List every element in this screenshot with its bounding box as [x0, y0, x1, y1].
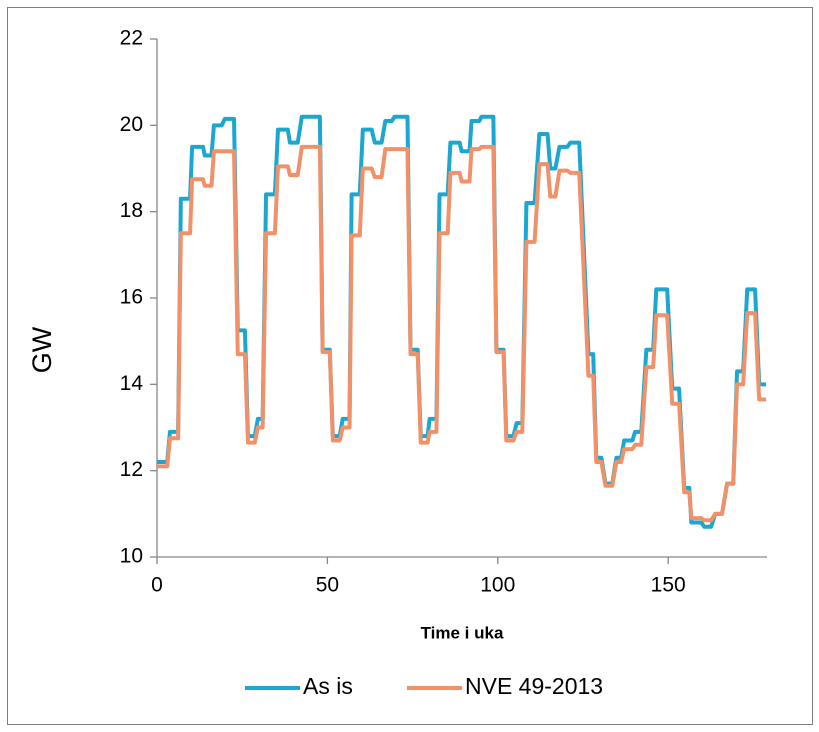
y-tick-label: 14 [120, 372, 144, 395]
series-line [157, 144, 766, 523]
y-tick-label: 10 [120, 545, 143, 568]
x-tick-label: 0 [151, 574, 163, 597]
y-tick-label: 20 [120, 113, 143, 136]
y-tick-label: 16 [120, 286, 143, 309]
y-tick-label: 18 [120, 199, 143, 222]
series-line [157, 114, 766, 529]
y-axis-title: GW [27, 326, 57, 373]
x-tick-label: 100 [480, 574, 515, 597]
y-tick-label: 22 [120, 27, 143, 50]
x-tick-label: 150 [651, 574, 686, 597]
x-tick-label: 50 [316, 574, 339, 597]
chart-border [7, 7, 813, 725]
x-axis-title: Time i uka [421, 623, 504, 642]
legend-label: NVE 49-2013 [465, 673, 603, 699]
legend-label: As is [303, 673, 353, 699]
y-tick-label: 12 [120, 458, 143, 481]
